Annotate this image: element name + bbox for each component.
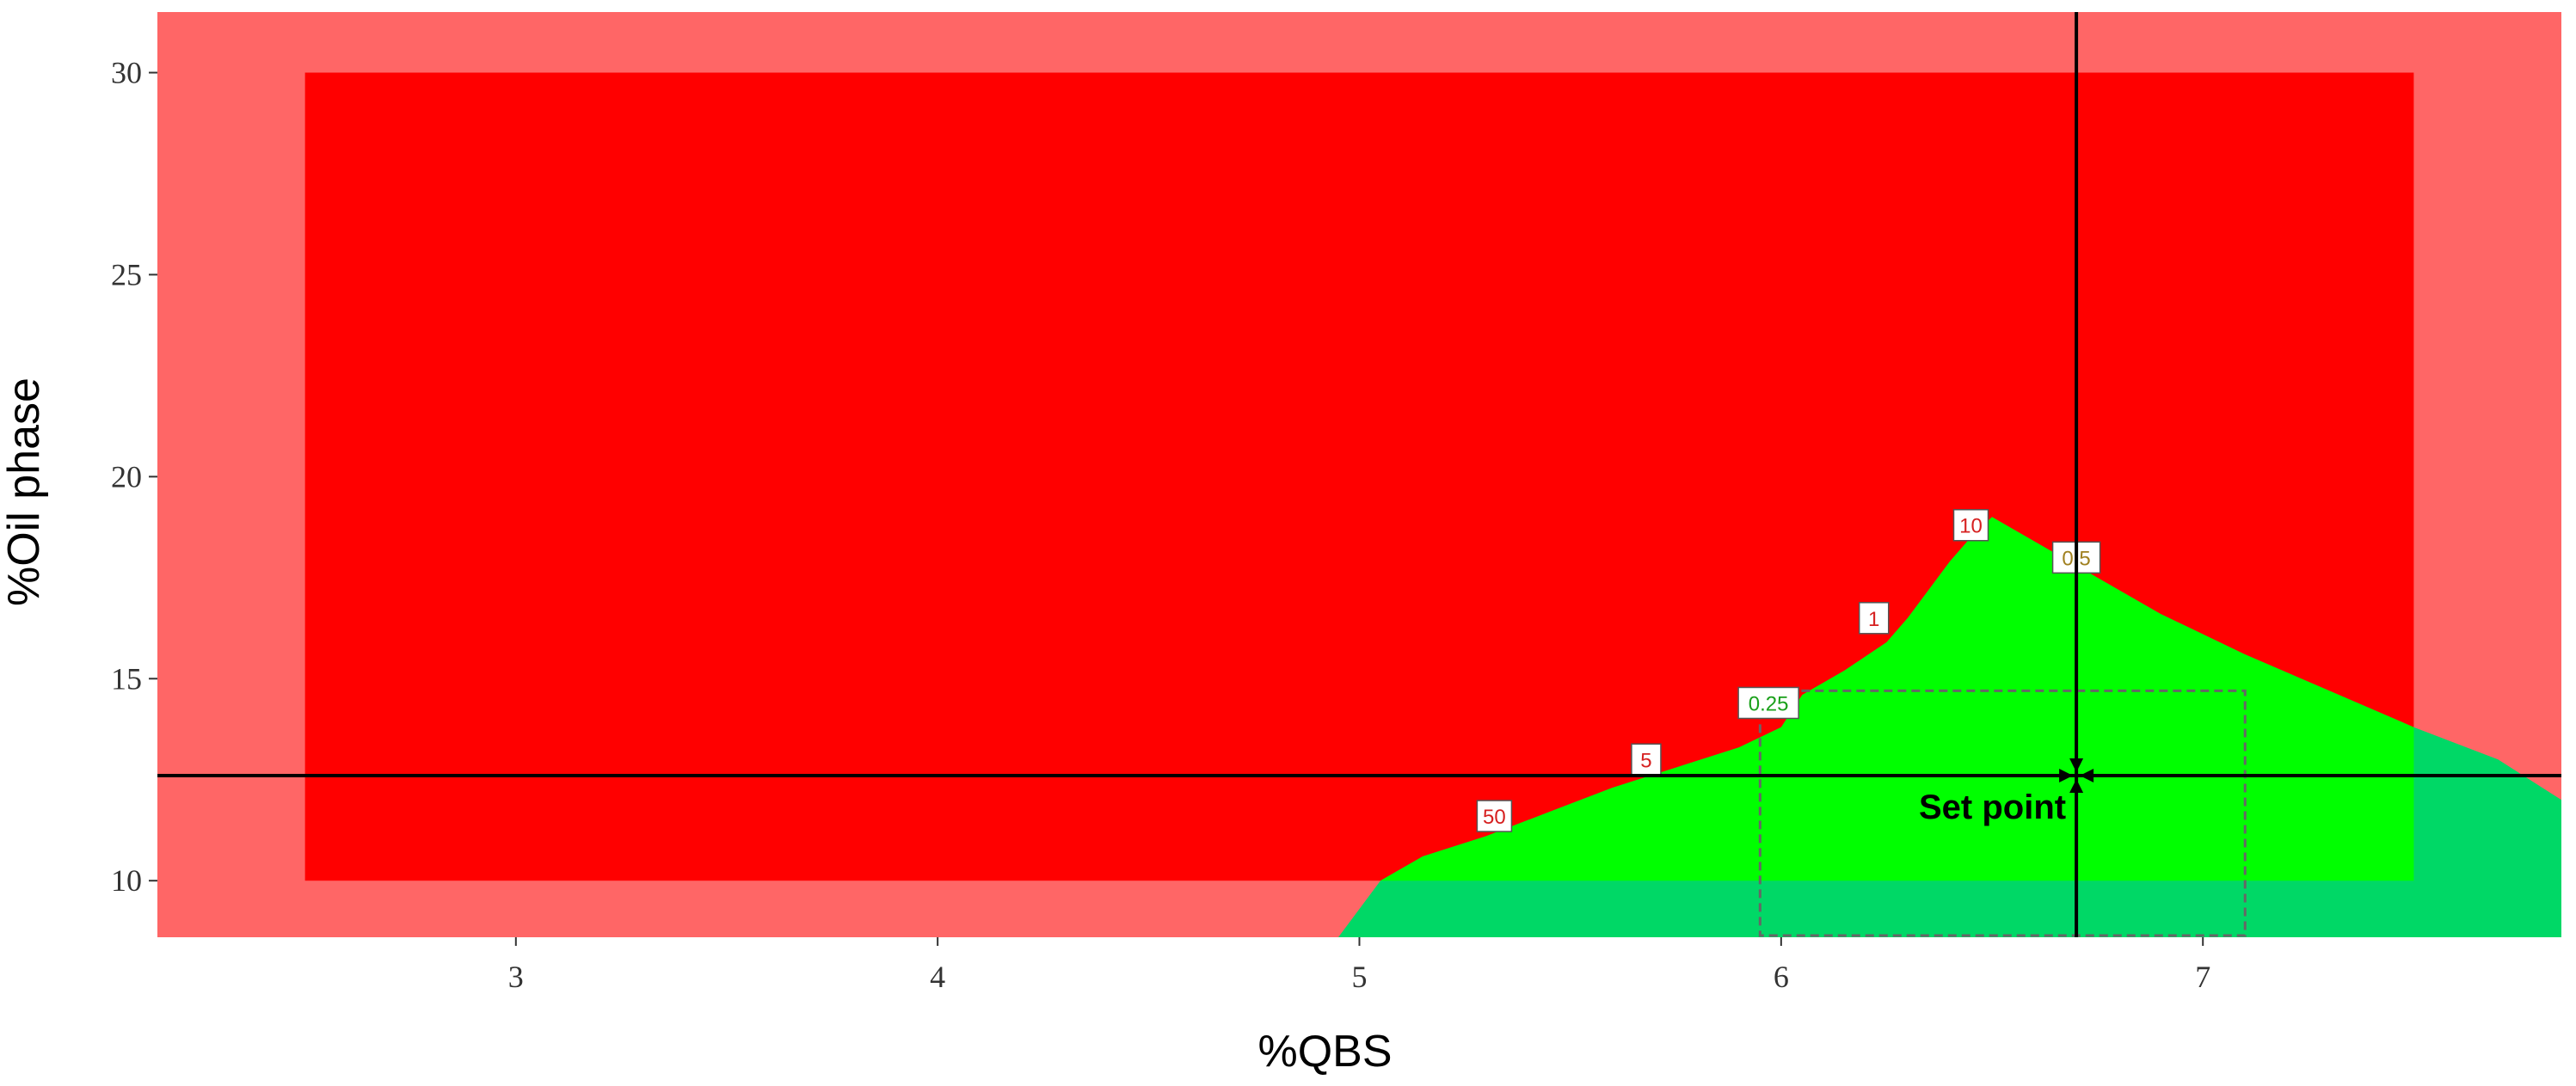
arrow-bottom-head	[2069, 779, 2084, 794]
y-tick-label: 30	[111, 55, 142, 89]
x-axis-title: %QBS	[1257, 1027, 1392, 1077]
contour-label: 1	[1868, 608, 1879, 631]
contour-label-box	[1858, 602, 1890, 635]
contour-label-box	[1737, 686, 1799, 720]
contour-label: 5	[1640, 749, 1651, 772]
y-tick-label: 10	[111, 863, 142, 898]
x-tick-label: 4	[930, 960, 945, 994]
contour-label-box	[1476, 800, 1513, 832]
sweet-spot-region	[1380, 517, 2414, 881]
x-axis: 3 4 5 6 7	[508, 937, 2210, 994]
contour-label-box	[1952, 508, 1989, 542]
contour-label: 0.25	[1749, 692, 1789, 715]
arrow-top-head	[2069, 758, 2084, 773]
set-point-arrows	[2038, 724, 2116, 811]
y-axis: 10 15 20 25 30	[111, 55, 157, 898]
contour-label-box	[1631, 743, 1662, 776]
y-tick-label: 20	[111, 459, 142, 494]
contour-label: 50	[1483, 806, 1506, 829]
x-tick-label: 3	[508, 960, 524, 994]
x-tick-label: 7	[2195, 960, 2210, 994]
y-axis-title: %Oil phase	[0, 377, 49, 606]
tolerance-box	[1758, 689, 2247, 937]
x-tick-label: 5	[1352, 960, 1368, 994]
x-tick-label: 6	[1774, 960, 1789, 994]
set-point-label: Set point	[1919, 788, 2066, 826]
arrow-left-head	[2059, 769, 2074, 783]
contour-label: 10	[1959, 515, 1983, 538]
y-tick-label: 15	[111, 661, 142, 696]
arrow-right-head	[2080, 769, 2094, 783]
y-tick-label: 25	[111, 257, 142, 291]
